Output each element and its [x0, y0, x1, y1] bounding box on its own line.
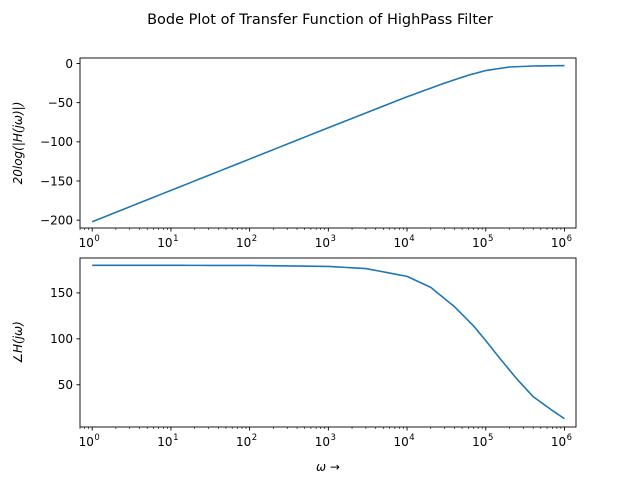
magnitude-y-tick-label: −150: [40, 174, 73, 188]
phase-y-tick-label: 100: [50, 332, 73, 346]
phase-x-tick-label: 101: [157, 433, 178, 449]
magnitude-x-tick-label: 102: [236, 234, 257, 250]
phase-x-axis-label: ω →: [316, 460, 340, 474]
magnitude-axes-frame: [79, 57, 577, 229]
phase-x-tick-label: 105: [472, 433, 493, 449]
magnitude-x-tick-label: 104: [393, 234, 414, 250]
magnitude-x-tick-label: 106: [551, 234, 572, 250]
magnitude-x-tick-label: 101: [157, 234, 178, 250]
magnitude-y-tick-label: 0: [65, 57, 73, 71]
phase-plot: 100 101 102 103 104 105 106 150 100 50 ∠H(jω) ω →: [11, 257, 577, 474]
magnitude-y-axis-label: 20log(|H(jω)|): [11, 102, 25, 185]
figure-title: Bode Plot of Transfer Function of HighPa…: [147, 12, 493, 28]
phase-y-tick-label: 150: [50, 286, 73, 300]
magnitude-x-tick-label: 103: [315, 234, 336, 250]
phase-x-tick-label: 102: [236, 433, 257, 449]
magnitude-x-tick-label: 100: [79, 234, 100, 250]
phase-x-tick-label: 104: [393, 433, 414, 449]
magnitude-y-tick-label: −50: [48, 96, 73, 110]
magnitude-x-tick-label: 105: [472, 234, 493, 250]
magnitude-series-line-0: [91, 64, 565, 223]
magnitude-plot: 100 101 102 103 104 105 106 0 −50 −100 −150 −200 20l…: [11, 57, 577, 250]
phase-axes-frame: [79, 257, 577, 428]
phase-x-tick-label: 100: [79, 433, 100, 449]
phase-series-line-0: [92, 264, 565, 420]
phase-y-tick-label: 50: [58, 378, 73, 392]
magnitude-y-tick-label: −100: [40, 135, 73, 149]
magnitude-y-tick-label: −200: [40, 213, 73, 227]
phase-x-tick-label: 106: [551, 433, 572, 449]
phase-x-tick-label: 103: [315, 433, 336, 449]
phase-y-axis-label: ∠H(jω): [11, 321, 25, 364]
